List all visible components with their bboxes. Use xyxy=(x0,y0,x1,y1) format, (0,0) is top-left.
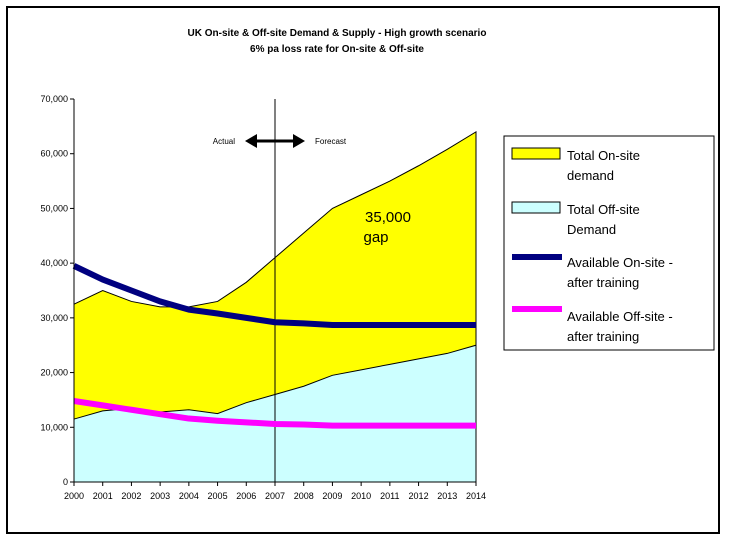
legend-label-onsite-demand-1: Total On-site xyxy=(567,148,640,163)
x-tick-label: 2010 xyxy=(351,491,371,501)
legend-label-onsite-available-2: after training xyxy=(567,275,639,290)
x-tick-label: 2002 xyxy=(121,491,141,501)
y-tick-label: 10,000 xyxy=(40,422,68,432)
legend-swatch-offsite-demand xyxy=(511,201,561,214)
legend-label-offsite-available-1: Available Off-site - xyxy=(567,309,673,324)
y-tick-label: 0 xyxy=(63,477,68,487)
x-tick-label: 2007 xyxy=(265,491,285,501)
chart-title-line1: UK On-site & Off-site Demand & Supply - … xyxy=(188,28,487,39)
x-tick-label: 2008 xyxy=(294,491,314,501)
y-tick-label: 70,000 xyxy=(40,94,68,104)
x-tick-label: 2001 xyxy=(93,491,113,501)
chart-title-line2: 6% pa loss rate for On-site & Off-site xyxy=(250,44,424,55)
x-tick-label: 2006 xyxy=(236,491,256,501)
legend-label-offsite-demand-1: Total Off-site xyxy=(567,202,640,217)
annotation-gap-value: 35,000 xyxy=(365,209,411,226)
line-series-1 xyxy=(73,398,476,429)
y-tick-label: 40,000 xyxy=(40,258,68,268)
annotation-actual: Actual xyxy=(213,137,235,146)
y-tick-label: 20,000 xyxy=(40,368,68,378)
y-tick-label: 30,000 xyxy=(40,313,68,323)
x-tick-label: 2003 xyxy=(150,491,170,501)
x-tick-label: 2012 xyxy=(409,491,429,501)
annotation-gap-label: gap xyxy=(363,229,388,246)
x-tick-label: 2011 xyxy=(380,491,399,501)
annotation-arrow-left-head xyxy=(245,134,257,148)
annotation-arrow-right-head xyxy=(293,134,305,148)
y-tick-label: 50,000 xyxy=(40,203,68,213)
x-tick-label: 2013 xyxy=(437,491,457,501)
legend-label-onsite-demand-2: demand xyxy=(567,168,614,183)
x-tick-label: 2005 xyxy=(208,491,228,501)
line-series-0 xyxy=(72,263,476,328)
legend-box xyxy=(503,135,715,351)
legend: Total On-site demand Total Off-site Dema… xyxy=(503,135,715,351)
x-tick-label: 2009 xyxy=(322,491,342,501)
x-tick-label: 2000 xyxy=(64,491,84,501)
annotation-forecast: Forecast xyxy=(315,137,347,146)
legend-swatch-onsite-demand xyxy=(511,147,561,160)
chart-frame xyxy=(6,6,720,534)
legend-label-onsite-available-1: Available On-site - xyxy=(567,255,673,270)
x-tick-label: 2014 xyxy=(466,491,486,501)
plot-area: 0 10,000 20,000 30,000 40,000 50,000 60,000 70,… xyxy=(40,94,486,501)
legend-label-offsite-available-2: after training xyxy=(567,329,639,344)
y-tick-label: 60,000 xyxy=(40,149,68,159)
legend-label-offsite-demand-2: Demand xyxy=(567,222,616,237)
x-tick-label: 2004 xyxy=(179,491,199,501)
